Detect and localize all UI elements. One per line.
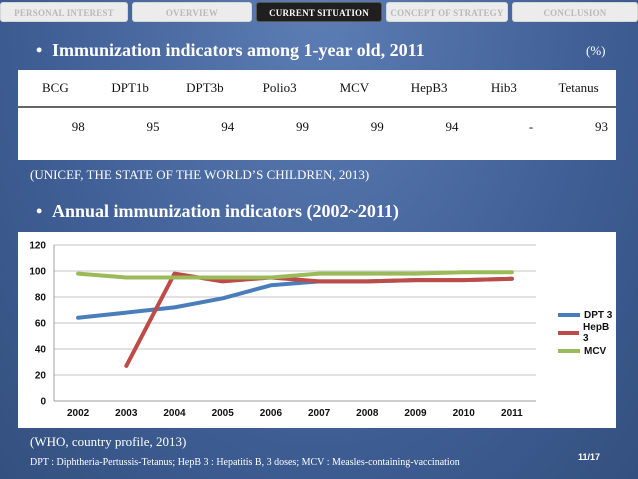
- table-header-cell: HepB3: [410, 80, 448, 95]
- legend-item: DPT 3: [558, 306, 616, 324]
- chart-legend: DPT 3 HepB 3 MCV: [558, 306, 616, 360]
- page-number: 11/17: [578, 452, 601, 462]
- x-tick-label: 2003: [115, 408, 138, 419]
- table-header-cell: DPT3b: [186, 80, 224, 95]
- x-tick-label: 2010: [453, 408, 476, 419]
- footnote: DPT : Diphtheria-Pertussis-Tetanus; HepB…: [30, 457, 460, 468]
- section-title-text: Immunization indicators among 1-year old…: [52, 40, 425, 60]
- table-cell: 99: [370, 119, 384, 134]
- table-header-row: BCG DPT1b DPT3b Polio3 MCV HepB3 Hib3 Te…: [18, 70, 616, 108]
- table-header-cell: BCG: [42, 80, 69, 95]
- y-tick-label: 80: [35, 293, 47, 304]
- legend-swatch: [558, 313, 580, 317]
- bullet-icon: •: [36, 40, 43, 60]
- table-row: 98 95 94 99 99 94 - 93: [18, 108, 616, 160]
- y-tick-label: 20: [35, 371, 47, 382]
- x-tick-label: 2006: [260, 408, 283, 419]
- legend-label: HepB 3: [583, 322, 610, 344]
- unit-label: (%): [586, 43, 606, 58]
- legend-item: HepB 3: [558, 322, 616, 344]
- x-tick-label: 2009: [404, 408, 427, 419]
- x-tick-label: 2004: [163, 408, 186, 419]
- source-who: (WHO, country profile, 2013): [30, 434, 187, 449]
- legend-swatch: [558, 331, 580, 335]
- table-header-cell: Polio3: [262, 80, 297, 95]
- y-tick-label: 100: [29, 267, 46, 278]
- series-line-mcv: [76, 270, 514, 280]
- x-tick-label: 2008: [356, 408, 379, 419]
- section-title-text: Annual immunization indicators (2002~201…: [52, 201, 399, 221]
- table-cell: 99: [296, 119, 309, 134]
- table-cell: -: [528, 119, 534, 134]
- x-tick-label: 2002: [67, 408, 90, 419]
- table-cell: 95: [146, 119, 160, 134]
- table-cell: 94: [445, 119, 459, 134]
- source-unicef: (UNICEF, THE STATE OF THE WORLD’S CHILDR…: [30, 167, 370, 182]
- line-chart: 0 20 40 60 80 100 120 2002 2003 2004 2005 2006 2007 2…: [18, 232, 616, 428]
- legend-label: DPT 3: [584, 309, 613, 321]
- table-header-cell: Hib3: [490, 80, 517, 95]
- table-cell: 94: [221, 119, 235, 134]
- immunization-table: BCG DPT1b DPT3b Polio3 MCV HepB3 Hib3 Te…: [18, 70, 616, 160]
- y-tick-label: 0: [40, 397, 46, 408]
- table-header-cell: Tetanus: [558, 80, 599, 95]
- section-title-annual: • Annual immunization indicators (2002~20…: [36, 201, 399, 222]
- table-header-cell: MCV: [339, 80, 370, 95]
- y-tick-label: 40: [35, 345, 47, 356]
- tab-overview[interactable]: OVERVIEW: [132, 2, 252, 22]
- table-header-cell: DPT1b: [111, 80, 149, 95]
- x-tick-label: 2007: [308, 408, 331, 419]
- legend-swatch: [558, 349, 580, 353]
- x-tick-label: 2011: [501, 408, 523, 419]
- table-cell: 98: [71, 119, 85, 134]
- x-tick-label: 2005: [212, 408, 235, 419]
- series-line-hepb3: [124, 271, 514, 368]
- bullet-icon: •: [36, 201, 43, 221]
- section-title-immunization: • Immunization indicators among 1-year ol…: [36, 40, 425, 61]
- nav-tabs: PERSONAL INTEREST OVERVIEW CURRENT SITUA…: [0, 0, 638, 26]
- tab-current-situation[interactable]: CURRENT SITUATION: [256, 2, 382, 22]
- table-cell: 93: [595, 119, 608, 134]
- tab-conclusion[interactable]: CONCLUSION: [512, 2, 638, 22]
- y-tick-label: 120: [29, 241, 46, 252]
- legend-item: MCV: [558, 342, 616, 360]
- tab-personal-interest[interactable]: PERSONAL INTEREST: [0, 2, 128, 22]
- y-tick-label: 60: [35, 319, 47, 330]
- series-line-dpt3: [76, 276, 514, 320]
- tab-concept-of-strategy[interactable]: CONCEPT OF STRATEGY: [386, 2, 508, 22]
- legend-label: MCV: [584, 345, 607, 357]
- chart-canvas: 0 20 40 60 80 100 120 2002 2003 2004 2005 2006 2007 2…: [29, 241, 536, 419]
